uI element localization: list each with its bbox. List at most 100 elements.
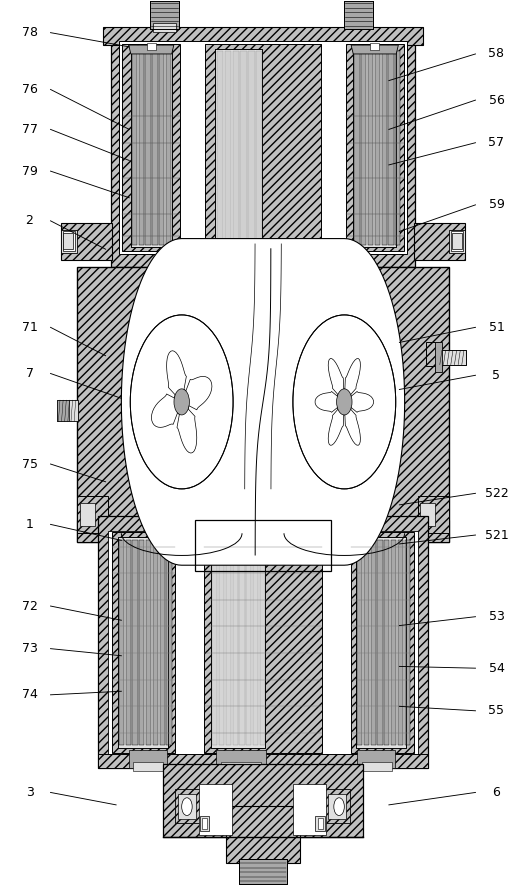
Polygon shape	[351, 45, 398, 54]
Bar	[232, 541, 238, 744]
Bar	[147, 44, 156, 51]
Bar	[370, 541, 376, 744]
Polygon shape	[328, 402, 345, 445]
Bar	[358, 749, 395, 767]
Bar	[175, 789, 200, 822]
Bar	[164, 764, 362, 837]
Text: 2: 2	[26, 214, 34, 228]
Text: 75: 75	[22, 458, 37, 470]
Polygon shape	[177, 402, 197, 453]
Bar	[381, 52, 387, 244]
Bar	[426, 341, 439, 366]
Bar	[119, 541, 124, 744]
Bar	[253, 541, 258, 744]
Bar	[404, 541, 410, 744]
Bar	[328, 794, 346, 819]
Polygon shape	[328, 358, 345, 402]
Bar	[418, 496, 449, 533]
Polygon shape	[151, 394, 181, 428]
Bar	[368, 52, 373, 244]
Circle shape	[334, 797, 345, 815]
Text: 59: 59	[489, 198, 504, 212]
Bar	[205, 44, 321, 251]
Bar	[362, 762, 392, 771]
Bar	[395, 52, 400, 244]
Bar	[133, 541, 138, 744]
Bar	[439, 350, 466, 364]
Bar	[166, 52, 171, 244]
Bar	[166, 541, 171, 744]
Circle shape	[293, 315, 396, 489]
Bar	[353, 49, 396, 247]
Bar	[246, 541, 251, 744]
Bar	[119, 41, 407, 253]
Bar	[63, 231, 75, 251]
Bar	[318, 818, 323, 829]
Bar	[361, 52, 366, 244]
Text: 77: 77	[22, 123, 37, 136]
Bar	[131, 49, 171, 247]
Bar	[391, 541, 396, 744]
Bar	[239, 859, 287, 884]
Bar	[204, 533, 322, 752]
Polygon shape	[345, 402, 360, 445]
Bar	[215, 49, 262, 247]
Text: 79: 79	[22, 164, 37, 178]
Bar	[346, 44, 403, 251]
Bar	[200, 815, 209, 831]
Text: 54: 54	[489, 661, 504, 675]
Bar	[113, 533, 175, 752]
Text: 55: 55	[489, 704, 504, 717]
Bar	[375, 52, 380, 244]
Bar	[435, 341, 442, 372]
Bar	[123, 44, 180, 251]
Bar	[217, 52, 223, 244]
Bar	[294, 783, 326, 835]
Text: 56: 56	[489, 93, 504, 107]
Bar	[61, 222, 113, 260]
Bar	[256, 52, 262, 244]
Bar	[355, 52, 360, 244]
Text: 72: 72	[22, 599, 37, 613]
Bar	[57, 400, 69, 421]
Circle shape	[337, 388, 352, 415]
Polygon shape	[122, 238, 404, 565]
Bar	[413, 222, 465, 260]
Bar	[77, 267, 449, 542]
Bar	[139, 52, 144, 244]
Text: 51: 51	[489, 321, 504, 334]
Bar	[160, 541, 165, 744]
Polygon shape	[167, 351, 186, 402]
Text: 522: 522	[484, 487, 508, 500]
Text: 71: 71	[22, 321, 37, 334]
Bar	[80, 503, 95, 526]
Bar	[215, 49, 262, 247]
Text: 73: 73	[22, 642, 37, 655]
Bar	[388, 52, 393, 244]
Text: 521: 521	[484, 529, 508, 541]
Bar	[384, 541, 389, 744]
Bar	[131, 49, 171, 247]
Bar	[345, 1, 373, 29]
Bar	[221, 762, 261, 771]
Text: 74: 74	[22, 688, 37, 701]
Text: 1: 1	[26, 518, 34, 531]
Bar	[439, 350, 466, 364]
Polygon shape	[415, 516, 449, 542]
Bar	[195, 520, 331, 572]
Bar	[398, 541, 403, 744]
Bar	[226, 805, 300, 863]
Polygon shape	[129, 45, 174, 54]
Polygon shape	[345, 391, 373, 412]
Bar	[111, 36, 415, 267]
Polygon shape	[315, 391, 345, 412]
Bar	[150, 0, 179, 29]
Bar	[377, 541, 382, 744]
Bar	[325, 789, 350, 822]
Bar	[129, 749, 167, 767]
Circle shape	[174, 388, 189, 415]
Bar	[357, 541, 362, 744]
Bar	[153, 23, 176, 32]
Bar	[210, 537, 265, 748]
Bar	[240, 52, 247, 244]
